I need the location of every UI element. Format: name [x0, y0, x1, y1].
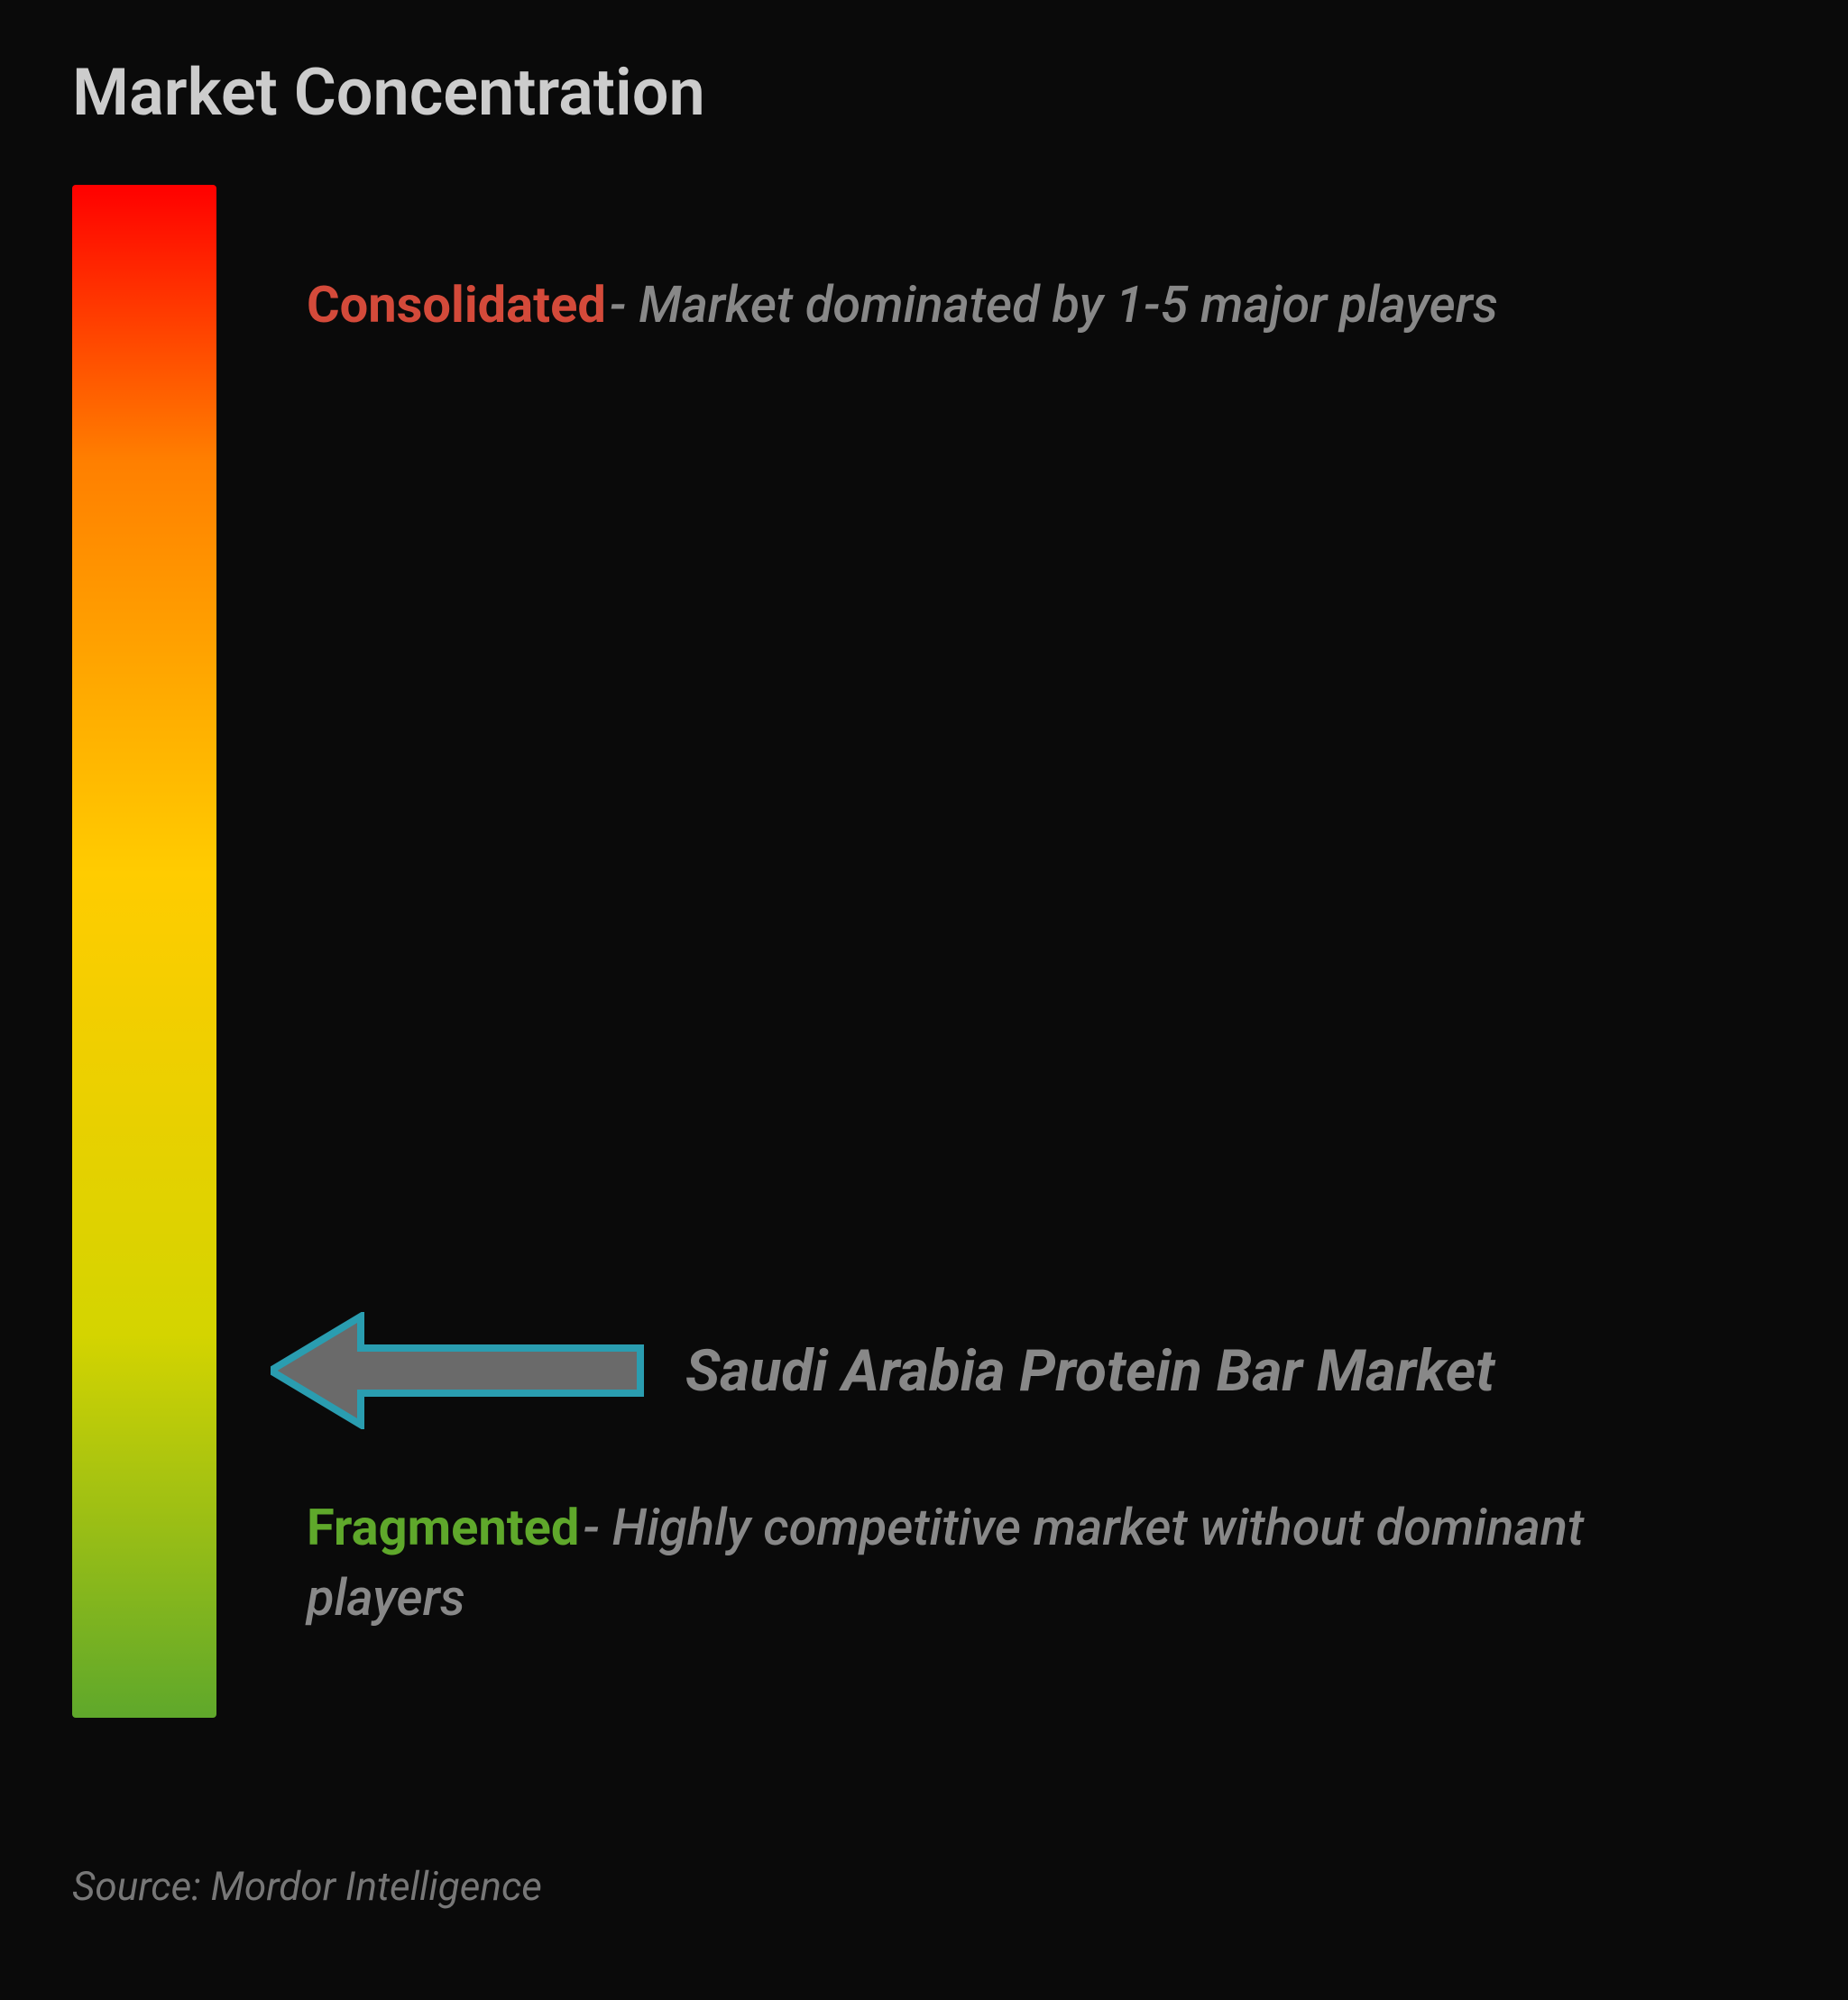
market-name-label: Saudi Arabia Protein Bar Market — [685, 1337, 1494, 1405]
arrow-left-icon — [271, 1312, 649, 1429]
source-name: Mordor Intelligence — [211, 1863, 542, 1910]
chart-title: Market Concentration — [72, 54, 1776, 131]
concentration-gradient-bar — [72, 185, 216, 1718]
consolidated-label: Consolidated — [307, 275, 606, 335]
chart-body: Consolidated - Market dominated by 1-5 m… — [72, 185, 1776, 1718]
consolidated-description: - Market dominated by 1-5 major players — [610, 275, 1498, 335]
source-prefix: Source: — [72, 1863, 211, 1910]
fragmented-label: Fragmented — [307, 1498, 579, 1557]
fragmented-block: Fragmented - Highly competitive market w… — [307, 1492, 1740, 1634]
source-attribution: Source: Mordor Intelligence — [72, 1863, 542, 1910]
market-indicator: Saudi Arabia Protein Bar Market — [271, 1312, 1494, 1429]
consolidated-block: Consolidated - Market dominated by 1-5 m… — [307, 275, 1740, 335]
labels-area: Consolidated - Market dominated by 1-5 m… — [216, 185, 1776, 1718]
